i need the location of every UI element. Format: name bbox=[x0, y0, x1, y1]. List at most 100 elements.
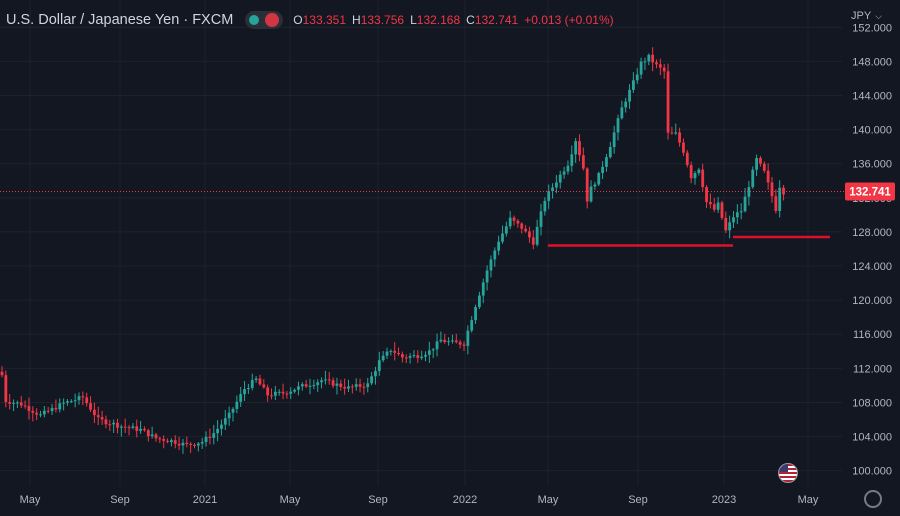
candle-body bbox=[458, 342, 462, 345]
candle-body bbox=[385, 351, 389, 356]
eye-icon[interactable] bbox=[249, 15, 260, 25]
candle-body bbox=[200, 441, 204, 444]
candle-body bbox=[705, 187, 708, 203]
more-icon[interactable] bbox=[265, 13, 280, 27]
candle-body bbox=[762, 163, 766, 171]
candle-body bbox=[743, 196, 747, 212]
gear-icon[interactable] bbox=[864, 490, 882, 508]
candle-body bbox=[528, 231, 531, 238]
candle-body bbox=[73, 400, 77, 402]
candle-body bbox=[354, 384, 358, 387]
candle-body bbox=[501, 233, 504, 242]
candle-body bbox=[12, 402, 15, 404]
candle-body bbox=[439, 339, 443, 342]
candle-body bbox=[8, 402, 12, 404]
x-tick-label: Sep bbox=[628, 494, 648, 506]
candle-body bbox=[531, 237, 535, 245]
candle-body bbox=[96, 415, 100, 418]
last-price-label: 132.741 bbox=[849, 186, 891, 198]
candle-body bbox=[424, 354, 427, 357]
candle-body bbox=[112, 422, 116, 425]
candle-body bbox=[728, 222, 732, 231]
candle-body bbox=[408, 356, 412, 358]
candle-body bbox=[189, 443, 193, 445]
candle-body bbox=[393, 350, 397, 353]
candle-body bbox=[470, 320, 474, 331]
candle-body bbox=[574, 141, 578, 155]
candle-body bbox=[674, 132, 678, 134]
candle-body bbox=[223, 418, 227, 425]
currency-selector[interactable]: JPY ⌵ bbox=[851, 10, 882, 22]
candle-body bbox=[451, 340, 454, 342]
candle-body bbox=[35, 412, 39, 415]
y-tick-label: 136.000 bbox=[852, 159, 892, 171]
candle-body bbox=[666, 71, 670, 133]
us-flag-icon[interactable] bbox=[778, 463, 798, 483]
candle-body bbox=[647, 54, 651, 62]
candle-body bbox=[177, 443, 181, 446]
candle-body bbox=[4, 375, 8, 403]
y-tick-label: 112.000 bbox=[853, 363, 892, 375]
candle-body bbox=[685, 152, 689, 166]
candle-body bbox=[170, 440, 173, 443]
candle-body bbox=[27, 406, 31, 411]
candle-body bbox=[632, 80, 635, 90]
x-tick-label: 2023 bbox=[712, 494, 736, 506]
candle-body bbox=[81, 396, 85, 398]
y-tick-label: 124.000 bbox=[852, 261, 892, 273]
candle-body bbox=[712, 204, 716, 210]
symbol-title[interactable]: U.S. Dollar / Japanese Yen · FXCM bbox=[6, 12, 234, 28]
chevron-down-icon: ⌵ bbox=[875, 10, 882, 21]
candle-body bbox=[381, 355, 385, 361]
y-tick-label: 148.000 bbox=[852, 56, 892, 68]
candle-body bbox=[516, 220, 520, 224]
candle-body bbox=[343, 386, 347, 389]
candle-body bbox=[23, 405, 27, 407]
candle-body bbox=[589, 186, 593, 202]
candle-body bbox=[535, 226, 539, 245]
candle-body bbox=[578, 141, 581, 156]
candle-body bbox=[139, 428, 142, 431]
candle-body bbox=[162, 438, 166, 441]
candle-body bbox=[262, 384, 266, 388]
candle-body bbox=[62, 402, 65, 404]
y-tick-label: 100.000 bbox=[852, 466, 892, 478]
candle-body bbox=[427, 350, 431, 355]
candle-body bbox=[616, 118, 620, 133]
candle-body bbox=[116, 422, 119, 428]
x-tick-label: 2021 bbox=[193, 494, 217, 506]
candle-body bbox=[624, 101, 628, 108]
candle-body bbox=[770, 182, 774, 197]
candle-body bbox=[123, 426, 127, 428]
visibility-toggle[interactable] bbox=[245, 11, 284, 29]
candle-body bbox=[243, 389, 246, 395]
candle-body bbox=[747, 187, 751, 197]
candle-body bbox=[581, 155, 585, 169]
candle-body bbox=[39, 414, 42, 416]
candle-body bbox=[551, 187, 554, 192]
candle-body bbox=[362, 386, 366, 388]
x-tick-label: May bbox=[280, 494, 301, 506]
candle-body bbox=[270, 395, 273, 397]
candle-body bbox=[108, 424, 112, 426]
candle-body bbox=[231, 408, 235, 413]
candle-body bbox=[389, 350, 393, 352]
candle-body bbox=[635, 74, 639, 81]
candle-body bbox=[327, 379, 331, 381]
candle-body bbox=[212, 433, 216, 438]
candle-body bbox=[119, 426, 123, 428]
candle-body bbox=[254, 378, 258, 381]
candle-body bbox=[701, 169, 705, 188]
candle-body bbox=[628, 89, 631, 102]
candle-body bbox=[751, 169, 755, 188]
currency-label: JPY bbox=[850, 10, 872, 22]
candle-body bbox=[435, 341, 439, 350]
candle-body bbox=[93, 409, 96, 416]
y-tick-label: 120.000 bbox=[852, 295, 892, 307]
candle-body bbox=[474, 307, 477, 321]
x-tick-label: May bbox=[798, 494, 819, 506]
candle-body bbox=[493, 250, 497, 260]
candle-body bbox=[158, 438, 162, 440]
candle-body bbox=[608, 147, 612, 158]
